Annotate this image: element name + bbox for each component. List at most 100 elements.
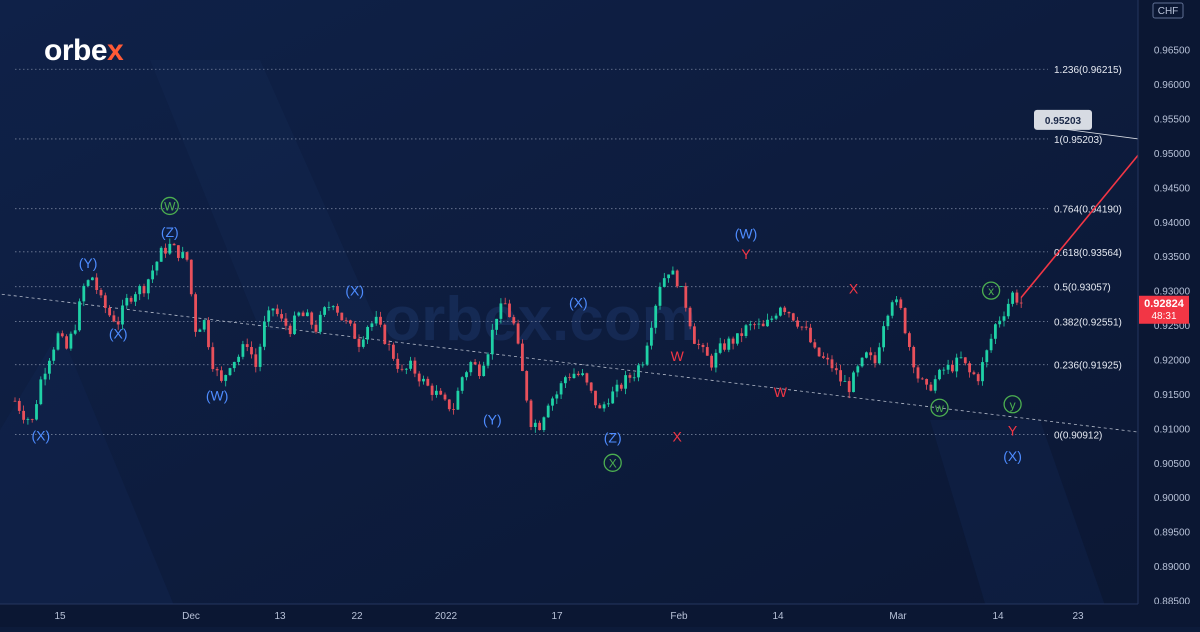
candle-body	[753, 324, 756, 326]
fib-levels-layer: 1.236(0.96215) 1(0.95203) 0.764(0.94190) 0.…	[15, 65, 1122, 441]
candle-body	[17, 400, 21, 411]
candle-body	[933, 379, 937, 391]
candle-body	[129, 297, 133, 302]
wave-label-circle	[930, 398, 949, 417]
candle-body	[525, 371, 529, 401]
wave-label: (X)	[31, 427, 50, 443]
candle-body	[254, 354, 258, 367]
candles-layer	[13, 238, 1023, 433]
candle-body	[43, 373, 47, 380]
candle-body	[490, 329, 494, 355]
wave-label: (X)	[109, 325, 128, 341]
candle-body	[336, 306, 339, 313]
candle-body	[237, 356, 240, 362]
candle-body	[439, 390, 443, 395]
candle-body	[542, 417, 546, 431]
candle-body	[318, 314, 322, 332]
candle-body	[486, 354, 490, 366]
candle-body	[873, 355, 877, 364]
candle-body	[323, 307, 326, 315]
candle-body	[482, 365, 486, 377]
candle-body	[258, 346, 262, 367]
candle-body	[48, 360, 51, 374]
candle-body	[207, 320, 210, 348]
candle-body	[503, 303, 507, 305]
candle-body	[288, 325, 292, 335]
candle-body	[250, 346, 253, 355]
candle-body	[293, 315, 296, 335]
candle-body	[882, 326, 885, 348]
candle-body	[426, 378, 430, 386]
candle-body	[181, 252, 185, 258]
x-tick-label: 14	[772, 611, 784, 622]
candle-body	[215, 369, 219, 371]
candle-body	[392, 344, 395, 359]
candle-body	[521, 343, 524, 372]
x-tick-label: Mar	[889, 611, 907, 622]
candle-body	[271, 308, 275, 311]
candle-body	[478, 364, 481, 377]
candle-body	[568, 377, 572, 379]
candle-body	[594, 390, 597, 406]
candle-body	[22, 410, 25, 420]
candle-body	[697, 343, 701, 345]
candle-body	[972, 372, 976, 375]
time-axis[interactable]	[0, 604, 1200, 627]
brand-name: orbe	[44, 34, 108, 67]
candle-body	[847, 381, 851, 393]
trend-line	[0, 293, 1177, 438]
candle-body	[576, 373, 580, 376]
candle-body	[159, 247, 163, 262]
candle-body	[465, 372, 468, 378]
candle-body	[723, 343, 726, 350]
wave-label: (Z)	[604, 429, 622, 445]
y-tick-label: 0.95500	[1154, 114, 1191, 125]
y-tick-label: 0.90500	[1154, 459, 1191, 470]
candle-body	[628, 375, 632, 378]
candle-body	[142, 285, 146, 294]
candle-body	[512, 317, 516, 324]
fib-level-label: 0.5(0.93057)	[1054, 283, 1111, 294]
brand-x: x	[107, 34, 124, 67]
candle-body	[680, 286, 683, 287]
candle-body	[650, 327, 653, 346]
candle-body	[26, 419, 30, 420]
target-callout-value: 0.95203	[1045, 116, 1082, 127]
candle-body	[155, 261, 159, 271]
candle-body	[822, 356, 825, 358]
wave-label: (W)	[206, 387, 229, 403]
y-tick-label: 0.96500	[1154, 46, 1191, 57]
candle-body	[1006, 303, 1010, 317]
candle-body	[189, 259, 193, 295]
candle-body	[817, 347, 821, 357]
fib-level-label: 0.618(0.93564)	[1054, 248, 1122, 259]
candle-body	[981, 362, 984, 382]
wave-label: w	[934, 401, 944, 415]
candle-body	[667, 274, 670, 279]
candle-body	[989, 338, 993, 351]
candle-body	[69, 333, 73, 349]
candle-body	[168, 243, 172, 254]
candle-body	[275, 308, 279, 315]
candle-body	[994, 324, 997, 339]
candle-body	[112, 315, 116, 322]
y-tick-label: 0.91000	[1154, 424, 1191, 435]
candle-body	[516, 323, 520, 344]
candle-body	[306, 312, 309, 317]
candle-body	[705, 347, 709, 356]
candle-body	[331, 306, 335, 308]
candle-body	[619, 384, 623, 389]
candle-body	[349, 320, 352, 324]
wave-label: (W)	[735, 225, 758, 241]
candle-body	[13, 400, 17, 402]
candle-body	[671, 270, 675, 275]
wave-label-circle	[603, 453, 622, 472]
fib-level-label: 0.382(0.92551)	[1054, 318, 1122, 329]
candle-body	[688, 307, 692, 327]
candle-body	[834, 368, 838, 371]
candle-body	[177, 245, 180, 258]
bar-countdown: 48:31	[1151, 311, 1176, 322]
candle-body	[103, 295, 107, 308]
